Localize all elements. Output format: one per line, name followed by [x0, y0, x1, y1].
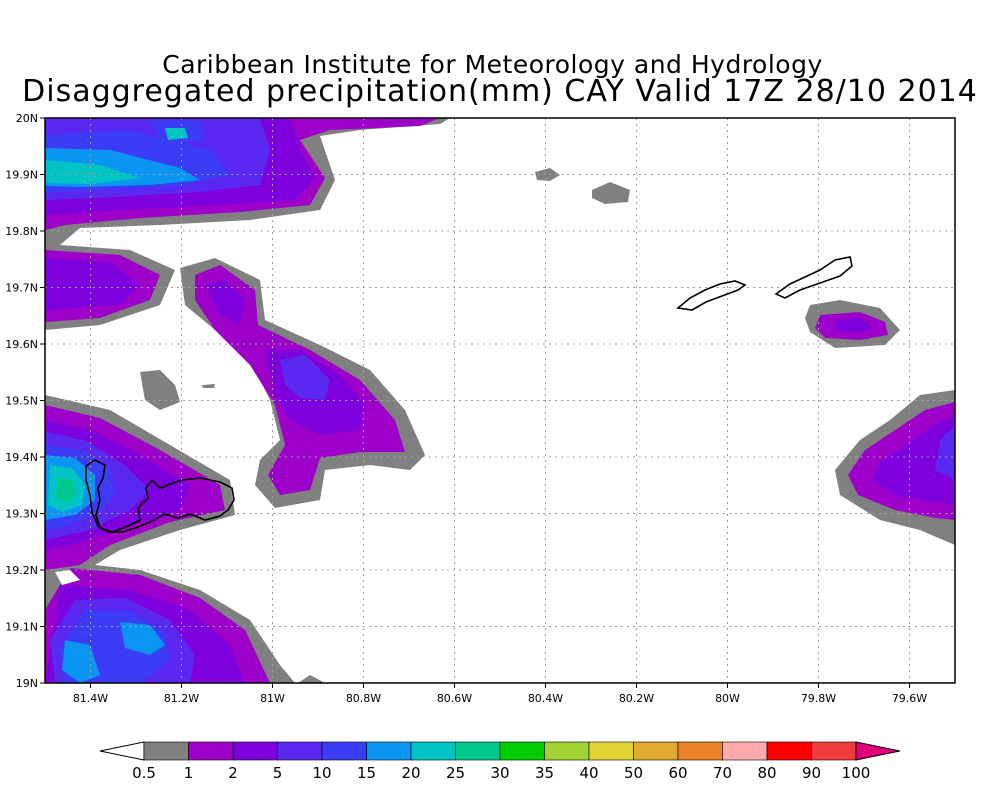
precip-gap — [55, 570, 80, 585]
lon-tick-label: 80.2W — [619, 692, 654, 705]
colorbar-label: 30 — [490, 764, 509, 782]
lat-tick-label: 20N — [16, 112, 38, 125]
colorbar-segment — [277, 741, 323, 761]
grid-lines — [45, 117, 955, 684]
colorbar-label: 60 — [668, 764, 687, 782]
precip-region-brac — [835, 318, 872, 333]
colorbar-label: 2 — [228, 764, 238, 782]
colorbar-label: 1 — [184, 764, 194, 782]
colorbar-label: 25 — [446, 764, 465, 782]
island-little-cayman — [676, 280, 747, 311]
title-institute: Caribbean Institute for Meteorology and … — [162, 50, 823, 79]
colorbar: 0.5 1 2 5 10 15 20 25 30 35 40 50 60 70 80 90 100 — [99, 741, 901, 782]
colorbar-label: 80 — [757, 764, 776, 782]
lat-tick-label: 19.8N — [5, 225, 38, 238]
longitude-labels: 81.4W 81.2W 81W 80.8W 80.6W 80.4W 80.2W 80W 79.8… — [73, 683, 927, 705]
lat-tick-label: 19.6N — [5, 338, 38, 351]
colorbar-segment — [143, 741, 189, 761]
lon-tick-label: 81.4W — [73, 692, 108, 705]
colorbar-segment — [722, 741, 768, 761]
colorbar-segment — [766, 741, 812, 761]
precip-region-northwest — [45, 128, 188, 184]
colorbar-segment — [366, 741, 412, 761]
lon-tick-label: 80.8W — [346, 692, 381, 705]
lon-tick-label: 79.8W — [801, 692, 836, 705]
lat-tick-label: 19.1N — [5, 621, 38, 634]
lon-tick-label: 80W — [715, 692, 740, 705]
island-cayman-brac — [774, 256, 853, 299]
colorbar-label: 90 — [802, 764, 821, 782]
lat-tick-label: 19.9N — [5, 169, 38, 182]
colorbar-label: 50 — [624, 764, 643, 782]
precip-region-east — [872, 415, 955, 504]
colorbar-segment — [455, 741, 501, 761]
colorbar-label: 5 — [273, 764, 283, 782]
colorbar-low-arrow — [99, 741, 145, 761]
colorbar-segment — [677, 741, 723, 761]
precip-cell-small — [592, 182, 630, 204]
colorbar-segment — [321, 741, 367, 761]
colorbar-segment — [811, 741, 857, 761]
colorbar-label: 10 — [312, 764, 331, 782]
colorbar-segment — [544, 741, 590, 761]
colorbar-segment — [499, 741, 545, 761]
colorbar-segment — [410, 741, 456, 761]
colorbar-segment — [188, 741, 234, 761]
colorbar-segment — [633, 741, 679, 761]
precip-cell-small — [202, 384, 215, 388]
lat-tick-label: 19.2N — [5, 564, 38, 577]
colorbar-label: 70 — [713, 764, 732, 782]
colorbar-high-arrow — [855, 741, 901, 761]
colorbar-label: 20 — [401, 764, 420, 782]
precip-region-southwest — [56, 478, 76, 503]
lon-tick-label: 81.2W — [164, 692, 199, 705]
precip-cell-small — [535, 168, 560, 181]
colorbar-label: 40 — [579, 764, 598, 782]
lat-tick-label: 19.7N — [5, 282, 38, 295]
colorbar-label: 0.5 — [132, 764, 156, 782]
colorbar-label: 35 — [535, 764, 554, 782]
colorbar-segment — [232, 741, 278, 761]
title-product: Disaggregated precipitation(mm) CAY Vali… — [22, 74, 978, 109]
lat-tick-label: 19.4N — [5, 451, 38, 464]
lat-tick-label: 19.5N — [5, 395, 38, 408]
precip-region-central — [280, 355, 330, 400]
precip-region-east — [935, 425, 955, 480]
colorbar-segment — [588, 741, 634, 761]
precip-cell-small — [298, 675, 325, 683]
lon-tick-label: 80.4W — [528, 692, 563, 705]
lat-tick-label: 19.3N — [5, 508, 38, 521]
lat-tick-label: 19N — [16, 677, 38, 690]
lon-tick-label: 80.6W — [437, 692, 472, 705]
lon-tick-label: 81W — [260, 692, 285, 705]
island-outlines — [85, 256, 853, 533]
colorbar-label: 15 — [357, 764, 376, 782]
colorbar-label: 100 — [842, 764, 871, 782]
precip-cell-small — [140, 370, 180, 410]
latitude-labels: 20N 19.9N 19.8N 19.7N 19.6N 19.5N 19.4N 19.3N 19… — [5, 112, 45, 690]
lon-tick-label: 79.6W — [892, 692, 927, 705]
island-grand-cayman — [85, 459, 235, 533]
